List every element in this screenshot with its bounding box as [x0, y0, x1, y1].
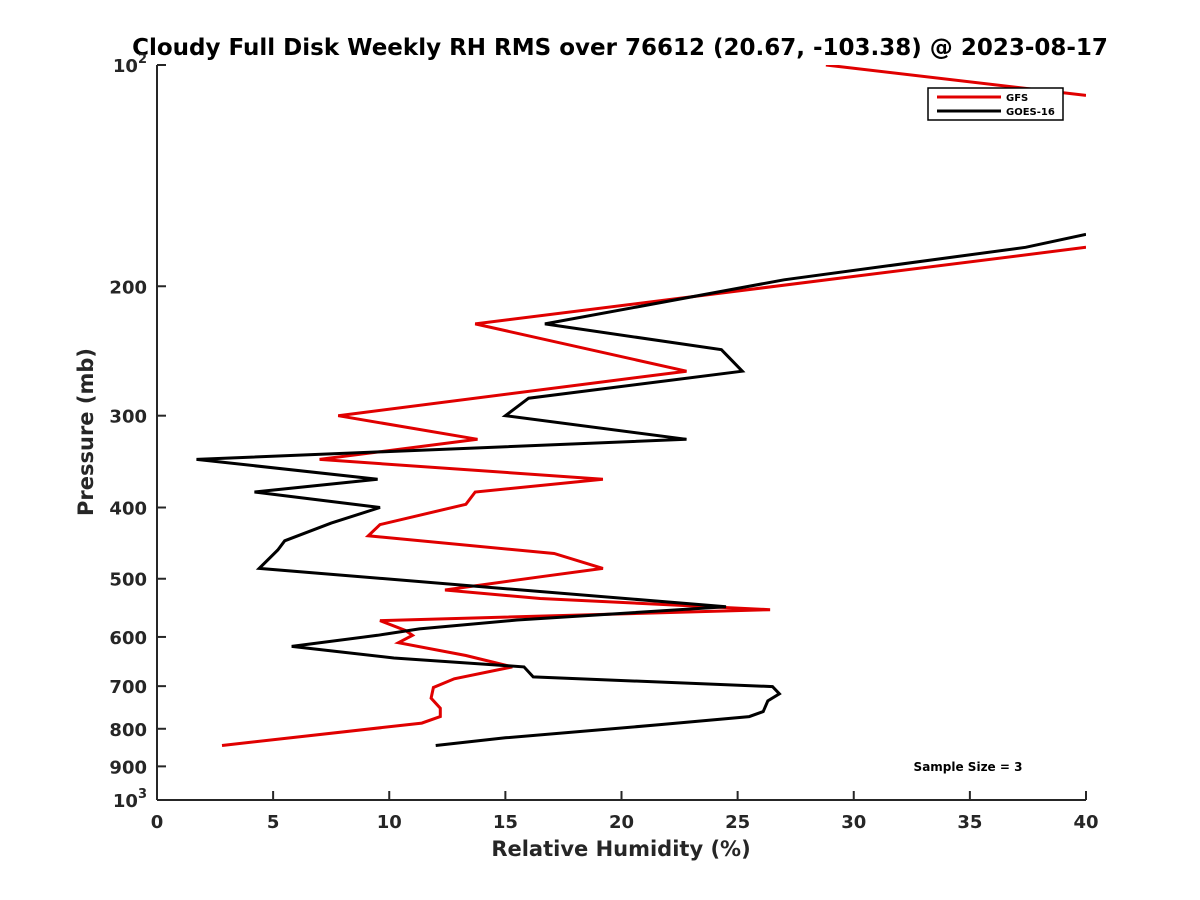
x-tick-label: 15 — [493, 812, 518, 833]
legend-label: GFS — [1006, 93, 1028, 104]
legend: GFS GOES-16 — [927, 87, 1064, 121]
legend-box — [927, 87, 1064, 121]
x-tick-label: 25 — [725, 812, 750, 833]
x-tick-label: 0 — [151, 812, 164, 833]
y-tick-label: 300 — [109, 407, 147, 428]
x-tick-label: 30 — [841, 812, 866, 833]
y-tick-label: 900 — [109, 757, 147, 778]
y-tick-label: 200 — [109, 277, 147, 298]
series-line-gfs — [221, 245, 1086, 747]
x-tick-label: 40 — [1073, 812, 1098, 833]
x-tick-label: 5 — [267, 812, 280, 833]
series-line-goes-16 — [196, 232, 1086, 747]
x-tick-label: 35 — [957, 812, 982, 833]
y-tick-label: 102 — [113, 52, 147, 77]
y-tick-label: 400 — [109, 499, 147, 520]
chart-title: Cloudy Full Disk Weekly RH RMS over 7661… — [132, 35, 1108, 61]
x-axis-label: Relative Humidity (%) — [491, 837, 750, 861]
y-tick-label: 103 — [113, 787, 147, 812]
y-tick-label: 700 — [109, 677, 147, 698]
x-tick-label: 10 — [377, 812, 402, 833]
legend-label: GOES-16 — [1006, 107, 1055, 118]
sample-size-annotation: Sample Size = 3 — [914, 760, 1023, 774]
y-tick-label: 600 — [109, 628, 147, 649]
y-axis-label: Pressure (mb) — [74, 348, 98, 516]
y-tick-label: 800 — [109, 720, 147, 741]
x-tick-label: 20 — [609, 812, 634, 833]
y-tick-label: 500 — [109, 570, 147, 591]
